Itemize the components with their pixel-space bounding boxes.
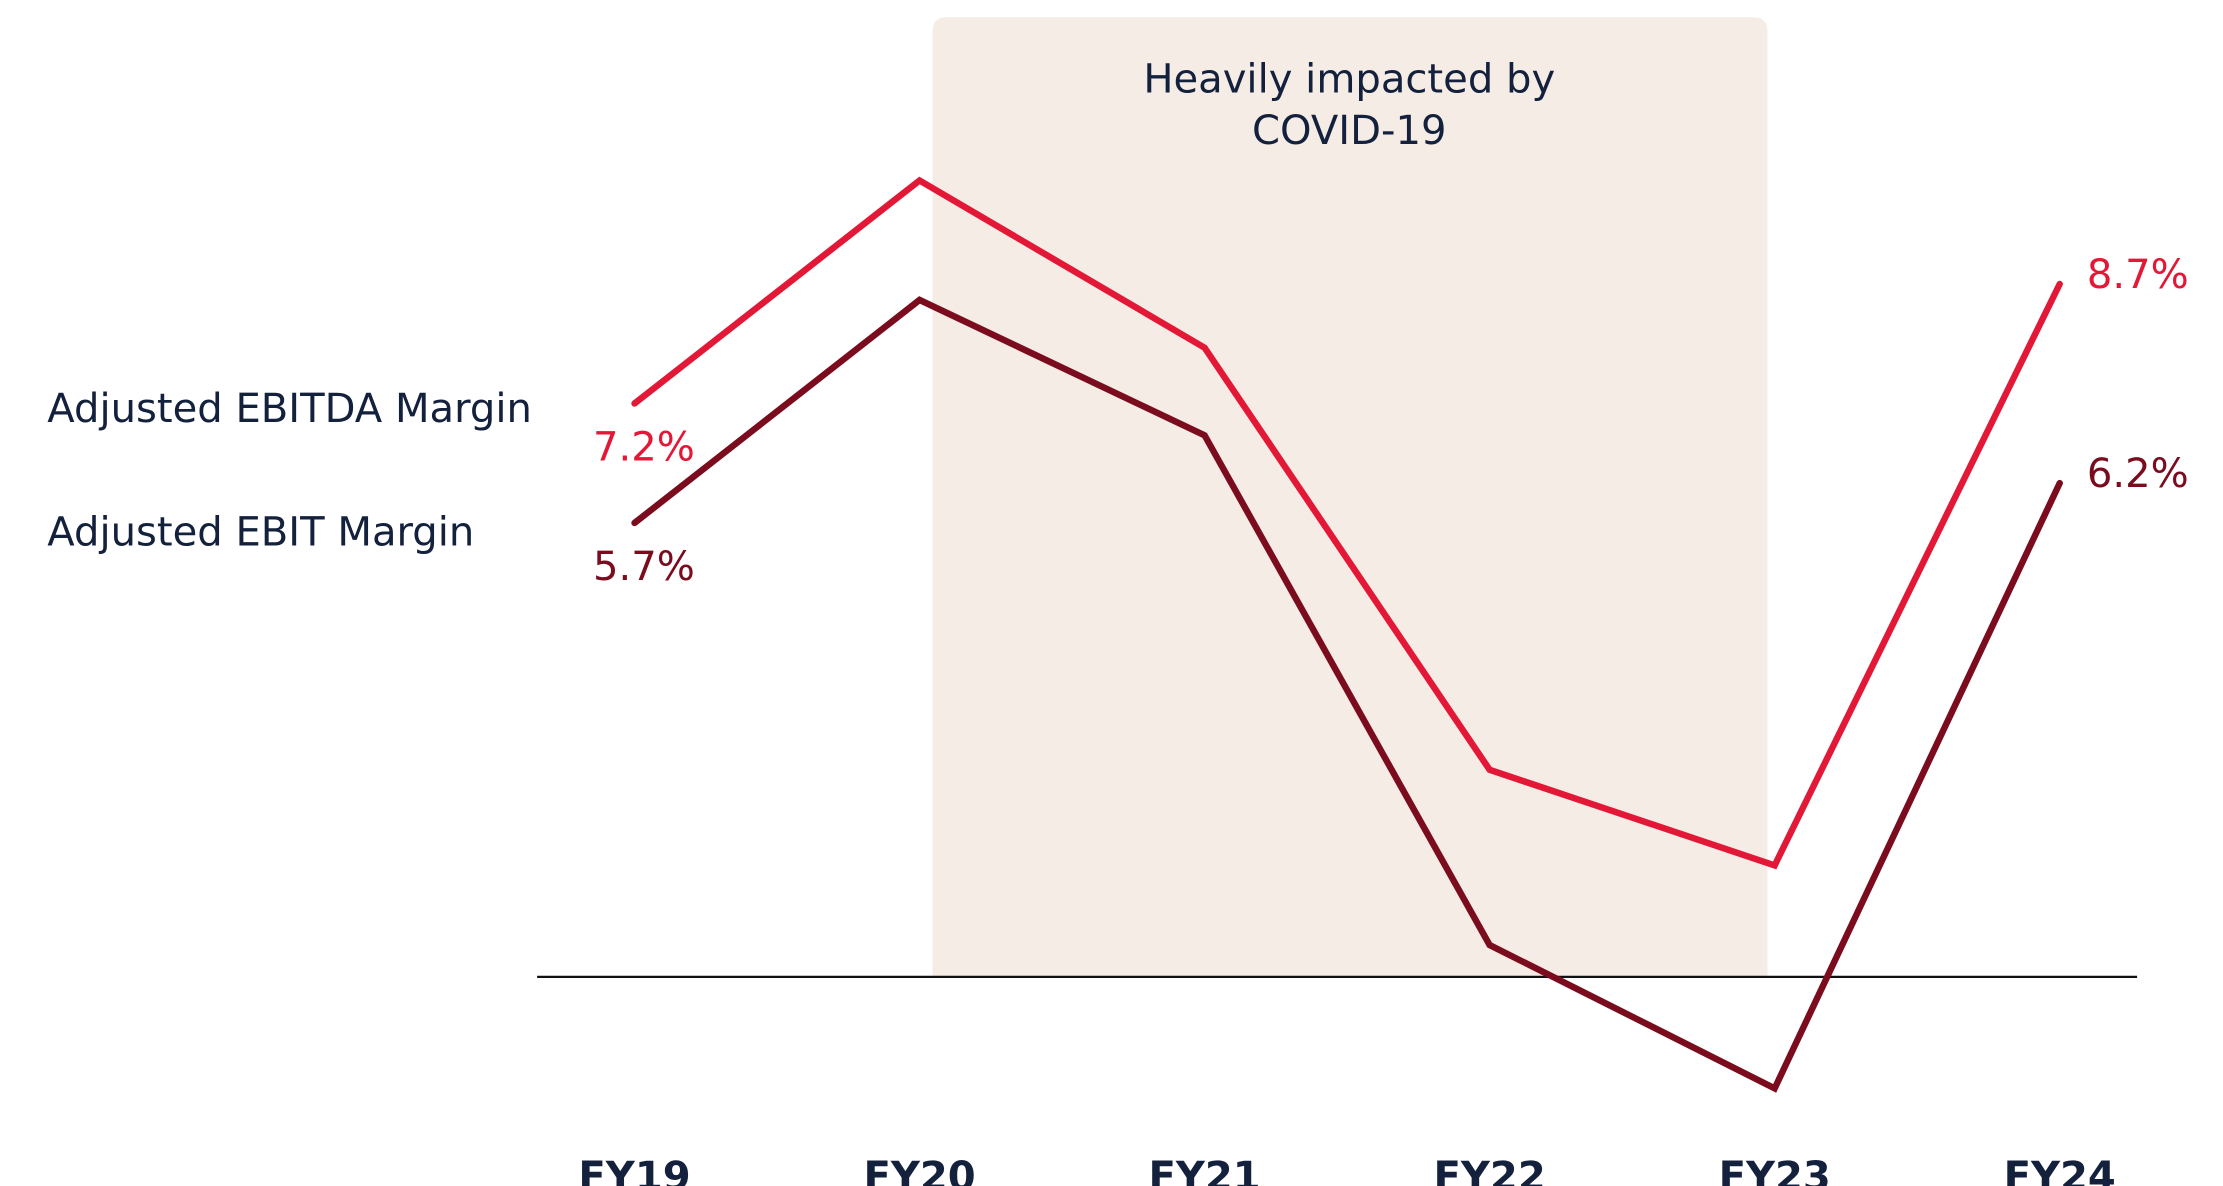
x-tick-label: FY19	[578, 1154, 690, 1186]
value-label: 5.7%	[593, 544, 695, 590]
series-line	[631, 296, 2063, 1093]
legend-label: Adjusted EBITDA Margin	[47, 386, 532, 432]
value-label: 7.2%	[593, 424, 695, 470]
value-label: 6.2%	[2087, 451, 2189, 497]
x-tick-label: FY21	[1148, 1154, 1260, 1186]
annotation: Heavily impacted by	[1143, 57, 1555, 103]
annotation: COVID-19	[1252, 108, 1446, 154]
value-label: 8.7%	[2087, 252, 2189, 298]
legend-label: Adjusted EBIT Margin	[47, 509, 474, 555]
covid-shade	[932, 17, 1768, 977]
x-tick-label: FY23	[1719, 1154, 1831, 1186]
x-tick-label: FY22	[1434, 1154, 1546, 1186]
x-tick-label: FY24	[2004, 1154, 2116, 1186]
series-line	[631, 176, 2063, 870]
x-tick-label: FY20	[863, 1154, 975, 1186]
